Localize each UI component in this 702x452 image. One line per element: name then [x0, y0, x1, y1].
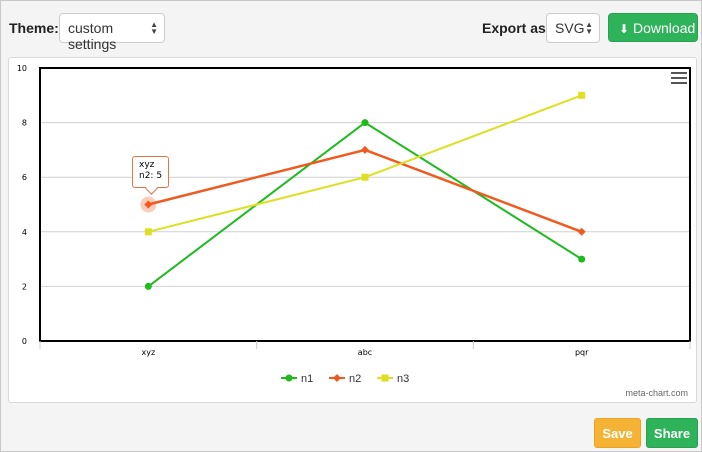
- theme-select[interactable]: custom settings ▲ ▼: [59, 13, 165, 52]
- legend-marker-n2: [333, 374, 341, 382]
- download-button-label: Download: [633, 20, 696, 36]
- y-tick-label: 2: [22, 282, 27, 291]
- x-tick-label: abc: [358, 348, 372, 357]
- hamburger-menu-icon[interactable]: [671, 72, 687, 84]
- select-arrows-icon: ▲ ▼: [150, 20, 158, 36]
- export-format-value: SVG: [555, 20, 585, 36]
- data-point-n3: [361, 173, 369, 181]
- legend-label-n2: n2: [349, 373, 361, 385]
- theme-label: Theme:: [9, 20, 59, 36]
- tooltip-category: xyz: [139, 160, 155, 170]
- legend-label-n1: n1: [301, 373, 313, 385]
- data-point-n2: [577, 227, 586, 236]
- chart-tooltip: xyz n2: 5: [132, 156, 169, 188]
- x-tick-label: pqr: [575, 348, 589, 357]
- data-point-n3: [144, 228, 152, 236]
- data-point-n3: [578, 91, 586, 99]
- data-point-n2: [144, 200, 153, 209]
- plot-border: [39, 67, 691, 342]
- series-line-n2: [148, 148, 583, 233]
- download-button[interactable]: ⬇ Download: [608, 13, 698, 42]
- line-chart: 0 2 4 6 8 10 xyz abc pqr n1 n2 n3: [17, 64, 691, 385]
- legend-marker-n1: [285, 374, 293, 382]
- chart-credit: meta-chart.com: [625, 388, 688, 398]
- data-point-n1: [361, 119, 369, 127]
- select-arrows-icon: ▲ ▼: [585, 20, 593, 36]
- save-button[interactable]: Save: [594, 418, 641, 448]
- chart-panel: 0 2 4 6 8 10 xyz abc pqr n1 n2 n3 xyz n2: 5 meta-ch…: [8, 57, 697, 403]
- export-format-select[interactable]: SVG ▲ ▼: [546, 13, 600, 43]
- data-point-n1: [578, 255, 586, 263]
- x-tick-label: xyz: [141, 348, 155, 357]
- y-tick-label: 8: [22, 119, 27, 128]
- legend-label-n3: n3: [397, 373, 409, 385]
- toolbar: Theme: custom settings ▲ ▼ Export as: SVG…: [1, 1, 702, 55]
- y-tick-label: 4: [22, 228, 27, 237]
- series-line-n3: [148, 94, 583, 233]
- y-tick-label: 10: [17, 64, 27, 73]
- y-tick-label: 0: [22, 337, 27, 346]
- legend-marker-n3: [381, 374, 389, 382]
- y-tick-label: 6: [22, 173, 27, 182]
- download-icon: ⬇: [619, 22, 630, 36]
- export-label: Export as:: [482, 20, 551, 36]
- tooltip-value: n2: 5: [139, 171, 163, 181]
- theme-select-value: custom settings: [68, 20, 117, 52]
- data-point-n2: [361, 145, 369, 154]
- data-point-n1: [144, 282, 152, 290]
- share-button[interactable]: Share: [646, 418, 698, 448]
